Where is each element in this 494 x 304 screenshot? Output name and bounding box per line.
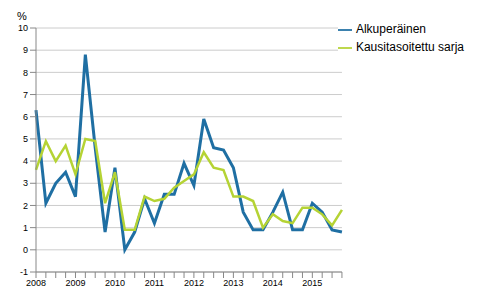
svg-text:2009: 2009 (65, 278, 85, 288)
svg-text:2011: 2011 (145, 278, 164, 288)
svg-text:%: % (17, 10, 27, 22)
svg-text:10: 10 (18, 23, 28, 33)
svg-text:-1: -1 (20, 267, 28, 277)
svg-text:4: 4 (23, 156, 28, 166)
svg-text:6: 6 (23, 112, 28, 122)
svg-text:5: 5 (23, 134, 28, 144)
svg-text:2015: 2015 (302, 278, 322, 288)
svg-text:0: 0 (23, 245, 28, 255)
svg-text:2008: 2008 (26, 278, 46, 288)
svg-text:8: 8 (23, 68, 28, 78)
html-text:Kausitasoitettu sarja: Kausitasoitettu sarja (355, 40, 464, 54)
svg-text:1: 1 (23, 223, 28, 233)
svg-text:2: 2 (23, 201, 28, 211)
svg-text:9: 9 (23, 45, 28, 55)
svg-text:2010: 2010 (105, 278, 125, 288)
svg-text:3: 3 (23, 178, 28, 188)
svg-text:2013: 2013 (223, 278, 243, 288)
svg-text:2014: 2014 (263, 278, 283, 288)
svg-text:2012: 2012 (184, 278, 204, 288)
html-text:Alkuperäinen: Alkuperäinen (355, 22, 426, 36)
svg-text:7: 7 (23, 90, 28, 100)
